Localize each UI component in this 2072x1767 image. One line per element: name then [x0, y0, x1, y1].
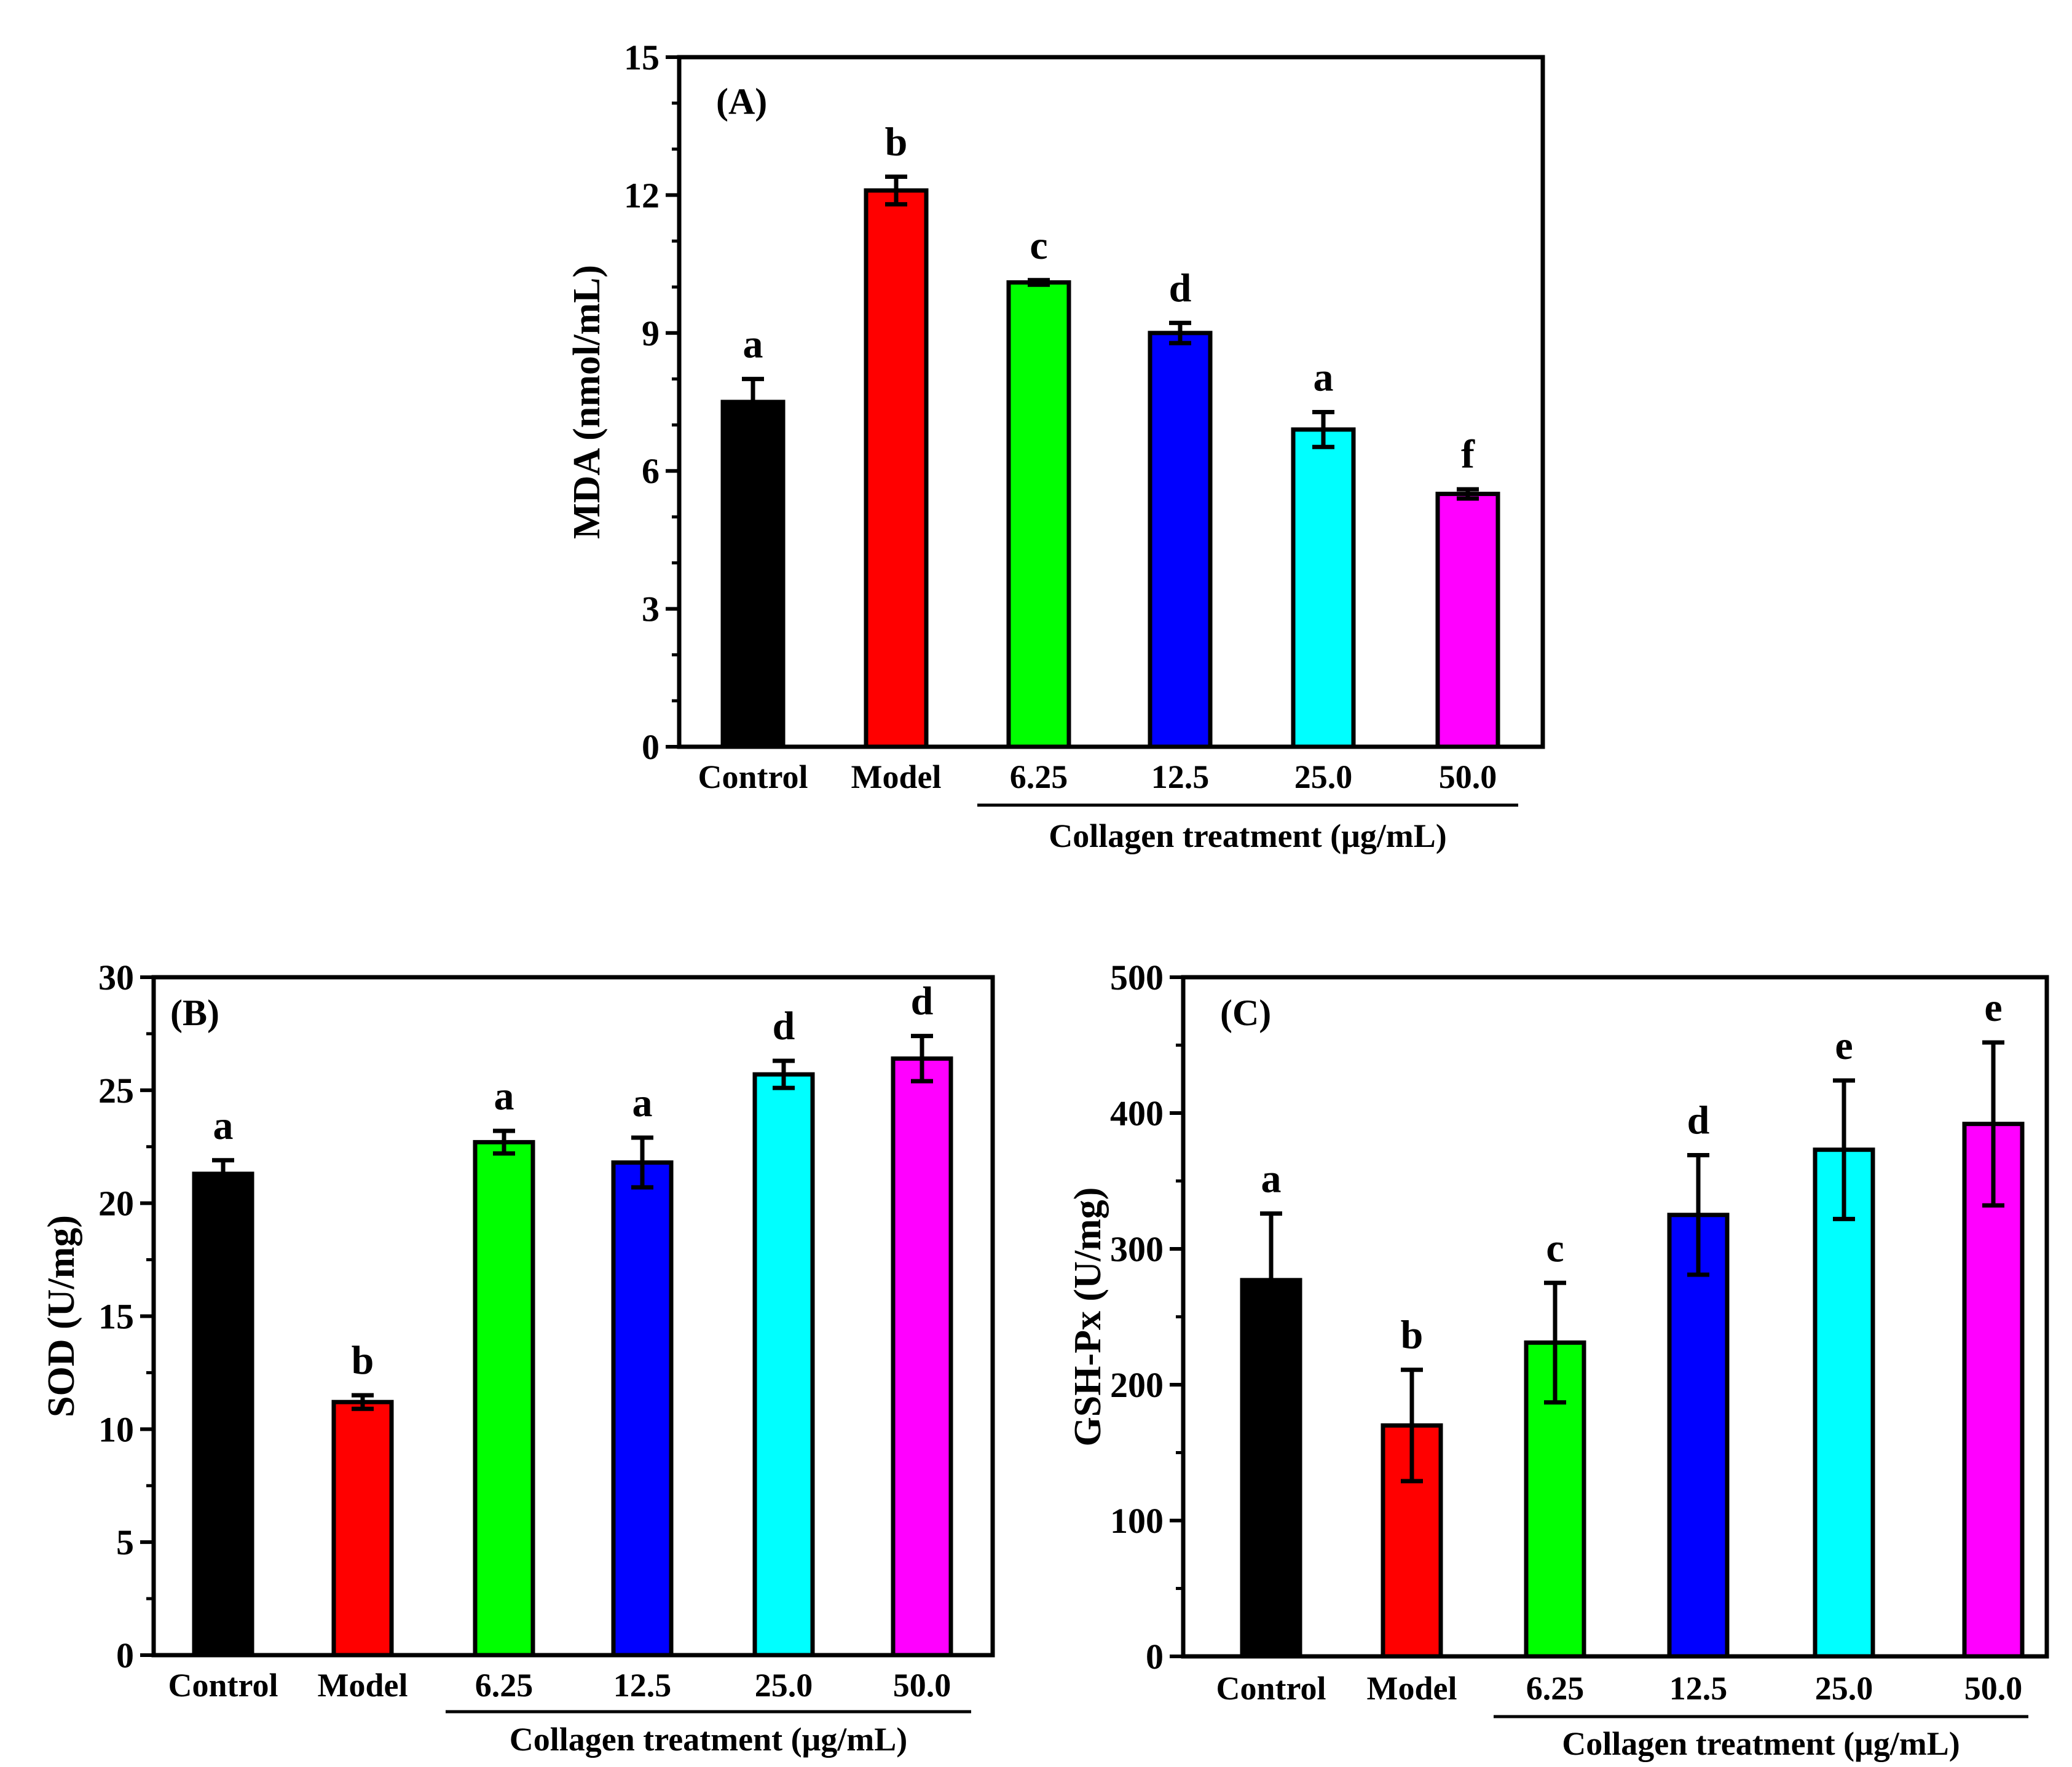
y-tick-label: 0	[1146, 1637, 1164, 1677]
bar-12-5	[1667, 1213, 1730, 1659]
bar-50-0	[1435, 492, 1500, 749]
bar-12-5	[611, 1160, 674, 1658]
group-label: Collagen treatment (μg/mL)	[510, 1721, 907, 1758]
x-tick-label: 12.5	[1669, 1670, 1728, 1707]
significance-letter: a	[1314, 355, 1334, 399]
y-tick-label: 25	[98, 1071, 134, 1111]
plot-frame	[1181, 975, 2049, 1659]
significance-letter: c	[1030, 223, 1047, 268]
bar-25-0	[1813, 1147, 1875, 1659]
bar-control	[192, 1171, 254, 1658]
significance-letter: f	[1461, 432, 1475, 477]
significance-letter: a	[1261, 1157, 1282, 1202]
x-tick-label: Model	[851, 758, 942, 795]
y-tick-label: 15	[98, 1297, 134, 1337]
group-label: Collagen treatment (μg/mL)	[1562, 1725, 1960, 1762]
y-axis-title: SOD (U/mg)	[41, 1215, 82, 1417]
x-tick-label: 12.5	[1151, 758, 1210, 795]
significance-letter: d	[1169, 266, 1192, 310]
significance-letter: d	[911, 979, 934, 1024]
y-tick-label: 30	[98, 958, 134, 998]
y-tick-label: 300	[1110, 1229, 1164, 1269]
bar-model	[331, 1399, 394, 1658]
bar-50-0	[1962, 1122, 2025, 1659]
panel-b-sod-chart: a Control b Model a 6.25 a 12.5 d 25.0 d 50.0 0 5 10 15…	[41, 958, 995, 1758]
panel-c-gsh-px-chart: a Control b Model c 6.25 d 12.5 e 25.0 e 50.0 0 100 20…	[1067, 958, 2049, 1762]
bar-control	[720, 399, 786, 749]
group-label: Collagen treatment (μg/mL)	[1049, 817, 1446, 854]
y-axis-title: GSH-Px (U/mg)	[1067, 1187, 1109, 1447]
y-tick-label: 12	[624, 175, 660, 215]
x-tick-label: 25.0	[1815, 1670, 1873, 1707]
y-tick-label: 500	[1110, 958, 1164, 998]
significance-letter: a	[743, 322, 763, 367]
significance-letter: a	[494, 1074, 514, 1119]
y-tick-label: 0	[642, 727, 660, 767]
y-axis-title: MDA (nmol/mL)	[566, 265, 608, 539]
significance-letter: c	[1546, 1226, 1564, 1270]
bar-12-5	[1148, 331, 1213, 749]
plot-frame	[151, 975, 995, 1658]
y-tick-label: 9	[642, 313, 660, 353]
bar-25-0	[752, 1072, 815, 1658]
panel-tag: (A)	[716, 81, 767, 122]
panel-tag: (B)	[170, 993, 219, 1033]
significance-letter: b	[352, 1338, 374, 1383]
significance-letter: e	[1835, 1023, 1853, 1068]
y-tick-label: 200	[1110, 1365, 1164, 1405]
plot-frame	[677, 55, 1545, 749]
x-tick-label: 6.25	[1010, 758, 1068, 795]
x-tick-label: Control	[1216, 1670, 1326, 1707]
y-tick-label: 6	[642, 451, 660, 491]
y-tick-label: 3	[642, 589, 660, 629]
bar-25-0	[1291, 427, 1356, 749]
x-tick-label: 12.5	[613, 1667, 672, 1704]
y-tick-label: 0	[116, 1635, 134, 1675]
bar-6-25	[473, 1139, 535, 1658]
y-tick-label: 20	[98, 1184, 134, 1224]
panel-a-mda-chart: a Control b Model c 6.25 d 12.5 a 25.0 f 50.0 0 3 6 9 12…	[566, 37, 1545, 854]
bar-model	[864, 188, 929, 749]
x-tick-label: 6.25	[475, 1667, 534, 1704]
y-tick-label: 400	[1110, 1093, 1164, 1133]
x-tick-label: Model	[1367, 1670, 1457, 1707]
y-tick-label: 10	[98, 1409, 134, 1449]
significance-letter: d	[1687, 1098, 1710, 1143]
x-tick-label: 25.0	[755, 1667, 813, 1704]
x-tick-label: 6.25	[1526, 1670, 1585, 1707]
x-tick-label: 50.0	[1964, 1670, 2023, 1707]
x-tick-label: 50.0	[893, 1667, 951, 1704]
significance-letter: e	[1984, 985, 2002, 1030]
y-tick-label: 15	[624, 37, 660, 77]
bar-6-25	[1006, 280, 1071, 749]
bar-50-0	[891, 1056, 953, 1658]
y-tick-label: 100	[1110, 1501, 1164, 1541]
significance-letter: a	[213, 1103, 234, 1148]
significance-letter: d	[773, 1004, 795, 1049]
significance-letter: b	[885, 119, 908, 164]
significance-letter: b	[1401, 1313, 1424, 1358]
y-tick-label: 5	[116, 1522, 134, 1562]
x-tick-label: Control	[168, 1667, 278, 1704]
x-tick-label: 50.0	[1439, 758, 1497, 795]
x-tick-label: Model	[318, 1667, 408, 1704]
panel-tag: (C)	[1220, 993, 1271, 1033]
x-tick-label: 25.0	[1294, 758, 1353, 795]
significance-letter: a	[632, 1080, 653, 1125]
x-tick-label: Control	[698, 758, 808, 795]
